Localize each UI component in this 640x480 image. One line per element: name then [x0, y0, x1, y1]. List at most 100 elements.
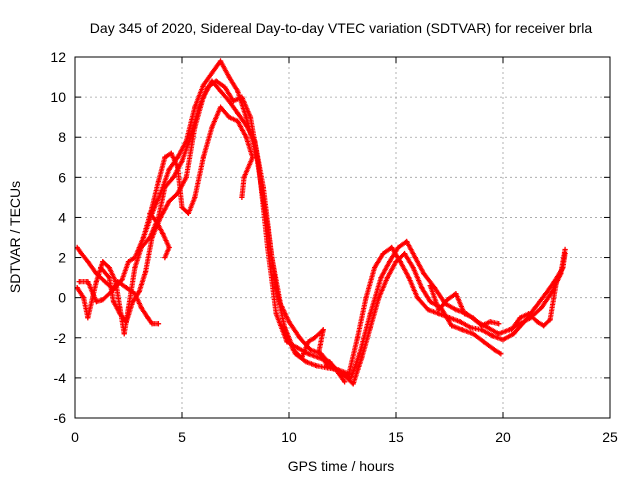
data-point — [155, 178, 162, 184]
x-tick-label: 15 — [388, 429, 404, 445]
data-point — [100, 297, 106, 303]
y-tick-label: 2 — [58, 250, 66, 266]
data-point — [106, 264, 112, 271]
data-point — [297, 335, 303, 341]
data-point — [168, 150, 174, 156]
data-point — [427, 299, 433, 305]
data-point — [100, 258, 106, 265]
data-point — [170, 174, 177, 180]
data-point — [162, 154, 168, 160]
data-point — [192, 194, 198, 200]
data-point — [284, 339, 290, 345]
data-point — [200, 94, 206, 100]
data-point — [404, 238, 410, 245]
data-point — [93, 299, 99, 305]
data-point — [98, 264, 104, 271]
series-track-8 — [427, 283, 502, 329]
data-point — [553, 279, 560, 285]
chart-title: Day 345 of 2020, Sidereal Day-to-day VTE… — [90, 20, 593, 36]
data-point — [350, 381, 356, 387]
data-point — [243, 134, 249, 140]
tick-labels: 0 5 10 15 20 25 -6 -4 -2 0 2 4 6 8 10 12 — [50, 49, 618, 445]
x-tick-label: 5 — [178, 429, 186, 445]
data-point — [265, 244, 271, 251]
data-point — [209, 70, 215, 76]
x-tick-label: 10 — [281, 429, 297, 445]
data-point — [376, 295, 382, 301]
data-point — [243, 122, 249, 128]
data-point — [290, 347, 296, 353]
data-point — [80, 295, 87, 301]
y-tick-label: 8 — [58, 129, 66, 145]
data-point — [149, 321, 155, 327]
data-point — [138, 305, 144, 311]
data-point — [457, 319, 463, 325]
data-point — [222, 84, 228, 90]
data-point — [470, 315, 476, 321]
data-point — [239, 194, 245, 200]
data-point — [209, 78, 215, 84]
data-point — [410, 264, 416, 271]
data-point — [277, 301, 284, 307]
data-point — [162, 184, 168, 190]
data-point — [200, 154, 206, 160]
data-point — [147, 210, 153, 217]
data-point — [235, 110, 241, 116]
data-point — [354, 335, 361, 341]
data-point — [183, 174, 189, 180]
data-point — [260, 184, 266, 190]
data-point — [312, 335, 318, 341]
data-point — [119, 277, 125, 283]
data-point — [305, 339, 311, 345]
data-point — [491, 347, 498, 353]
series-track-4 — [98, 78, 504, 387]
series-track-9 — [508, 250, 568, 333]
data-point — [384, 275, 391, 281]
data-point — [162, 254, 168, 261]
data-point — [179, 204, 185, 211]
data-point — [149, 204, 155, 211]
data-point — [453, 307, 459, 313]
data-point — [155, 321, 162, 327]
data-point — [282, 325, 288, 331]
data-point — [421, 271, 427, 277]
data-point — [160, 230, 166, 237]
data-point — [138, 244, 144, 251]
data-point — [239, 94, 245, 100]
data-point — [85, 315, 91, 321]
data-point — [140, 234, 147, 241]
data-point — [117, 311, 123, 317]
data-point — [427, 283, 433, 289]
data-point — [294, 345, 301, 351]
data-point — [158, 214, 164, 221]
data-point — [412, 254, 418, 261]
data-point — [303, 359, 309, 365]
data-point — [487, 319, 493, 325]
axis-ticks — [74, 56, 611, 419]
data-point — [226, 74, 232, 80]
data-point — [143, 268, 149, 275]
data-point — [479, 323, 485, 329]
data-point — [235, 88, 241, 94]
data-series — [74, 58, 568, 387]
data-point — [226, 98, 232, 104]
y-tick-label: -4 — [54, 370, 67, 386]
data-point — [395, 244, 401, 251]
data-point — [367, 325, 373, 331]
data-point — [192, 124, 198, 130]
series-markers — [509, 250, 568, 333]
data-point — [247, 114, 254, 120]
data-point — [209, 124, 215, 130]
data-point — [252, 138, 258, 144]
data-point — [378, 275, 384, 281]
data-point — [136, 289, 142, 295]
y-tick-label: 0 — [58, 290, 66, 306]
data-point — [123, 319, 129, 325]
data-point — [286, 319, 292, 325]
data-point — [305, 351, 311, 357]
data-point — [123, 285, 129, 291]
data-point — [517, 315, 523, 321]
data-point — [526, 311, 532, 317]
data-point — [425, 307, 431, 313]
